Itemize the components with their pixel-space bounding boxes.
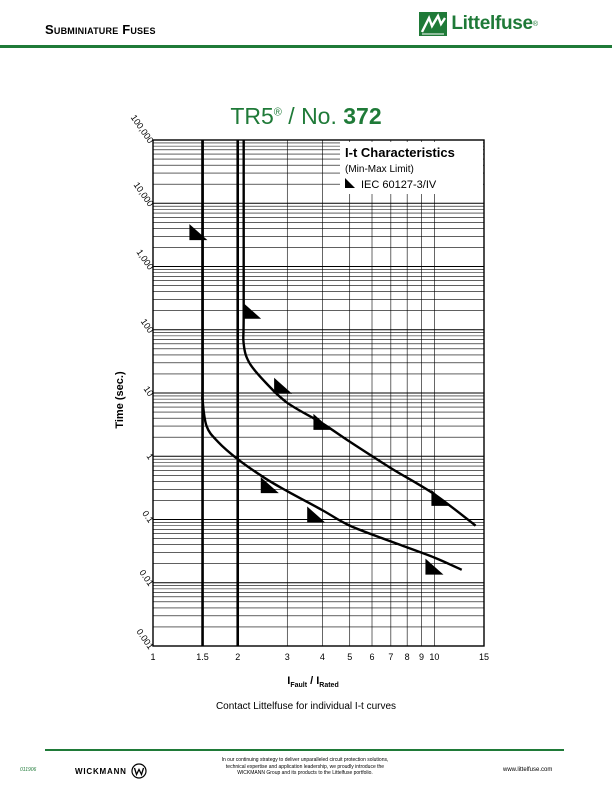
x-tick-label: 8	[405, 652, 410, 662]
curve-marker	[431, 489, 450, 506]
x-axis-label-sub2: Rated	[319, 682, 338, 689]
x-tick-label: 2	[235, 652, 240, 662]
footer-rule	[45, 749, 564, 751]
legend-subtitle: (Min-Max Limit)	[345, 164, 414, 175]
footer-note-line: technical expertise and application lead…	[225, 763, 385, 770]
footer-note: In our continuing strategy to deliver un…	[170, 757, 440, 777]
y-axis-label: Time (sec.)	[114, 371, 126, 429]
curve-marker	[189, 224, 208, 241]
x-tick-label: 15	[479, 652, 489, 662]
legend-marker-icon	[345, 178, 355, 188]
chart-legend: I-t Characteristics (Min-Max Limit) IEC …	[340, 142, 483, 194]
page-header: Subminiature Fuses Littelfuse ®	[0, 0, 612, 55]
chart-title-number: 372	[343, 103, 382, 129]
x-tick-label: 3	[285, 652, 290, 662]
curve-marker	[260, 477, 279, 494]
curve-marker	[313, 413, 332, 430]
x-axis-label-main: I	[287, 675, 290, 687]
chart-title-reg: ®	[273, 106, 282, 119]
curve-marker	[243, 302, 262, 319]
curve-min	[201, 139, 463, 571]
curve-marker	[307, 506, 326, 523]
x-tick-label: 10	[429, 652, 439, 662]
y-tick-label: 10,000	[132, 180, 156, 208]
wickmann-name: WICKMANN	[75, 766, 127, 776]
chart-markers	[189, 224, 450, 575]
x-axis-label: IFault / IRated	[287, 675, 338, 689]
footer-note-line: In our continuing strategy to deliver un…	[221, 757, 389, 763]
curve-marker	[274, 377, 293, 394]
y-tick-label: 1	[144, 452, 155, 462]
brand-logo: Littelfuse ®	[419, 12, 538, 36]
x-tick-label: 1	[150, 652, 155, 662]
x-tick-label: 7	[388, 652, 393, 662]
y-tick-label: 10	[142, 384, 156, 398]
footer-note-line: WICKMANN Group and its products to the L…	[237, 770, 373, 776]
x-axis-label-sub1: Fault	[290, 682, 307, 689]
footer-url[interactable]: www.littelfuse.com	[503, 767, 553, 773]
brand-name: Littelfuse	[451, 13, 533, 34]
curve-marker	[425, 558, 444, 575]
chart-title-mid: / No.	[281, 103, 344, 129]
y-tick-label: 100,000	[129, 113, 156, 145]
legend-standard: IEC 60127-3/IV	[361, 179, 437, 191]
chart-title-prefix: TR5	[230, 103, 274, 129]
x-tick-label: 1.5	[196, 652, 209, 662]
littelfuse-logo-icon	[419, 12, 448, 36]
section-title: Subminiature Fuses	[45, 22, 156, 37]
x-tick-label: 9	[419, 652, 424, 662]
plot-frame	[152, 139, 485, 647]
legend-title: I-t Characteristics	[345, 145, 455, 160]
x-tick-labels: 1 1.5 2 3 4 5 6 7 8 9 10 15	[150, 652, 489, 662]
document-code: 011906	[20, 767, 37, 773]
wickmann-w-icon	[131, 763, 147, 779]
wickmann-logo: WICKMANN	[75, 763, 147, 779]
chart-title: TR5® / No. 372	[0, 103, 612, 130]
brand-registered-mark: ®	[532, 20, 538, 28]
x-axis-label-sep: / I	[307, 675, 319, 687]
x-tick-label: 4	[320, 652, 325, 662]
header-rule	[0, 45, 612, 48]
contact-note: Contact Littelfuse for individual I-t cu…	[215, 701, 397, 712]
x-tick-label: 5	[347, 652, 352, 662]
x-tick-label: 6	[369, 652, 374, 662]
